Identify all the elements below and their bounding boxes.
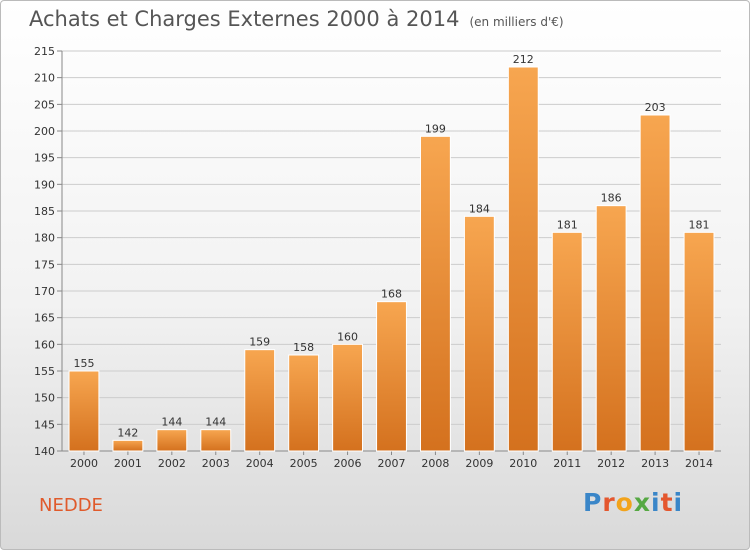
- bars: [68, 66, 715, 452]
- value-label-2000: 155: [73, 357, 94, 370]
- value-label-2014: 181: [689, 218, 710, 231]
- y-tick-label: 160: [34, 338, 55, 351]
- value-label-2012: 186: [601, 192, 622, 205]
- y-tick-label: 185: [34, 205, 55, 218]
- value-label-2011: 181: [557, 218, 578, 231]
- value-label-2009: 184: [469, 202, 490, 215]
- y-tick-label: 210: [34, 72, 55, 85]
- x-tick-label-2003: 2003: [202, 457, 230, 470]
- x-tick-label-2007: 2007: [378, 457, 406, 470]
- bar-2000: [68, 370, 100, 452]
- y-tick-label: 195: [34, 152, 55, 165]
- value-label-2013: 203: [645, 101, 666, 114]
- chart-title: Achats et Charges Externes 2000 à 2014 (e…: [29, 7, 564, 31]
- bar-2010: [507, 66, 539, 452]
- x-tick-label-2001: 2001: [114, 457, 142, 470]
- x-tick-label-2004: 2004: [246, 457, 274, 470]
- value-label-2001: 142: [117, 426, 138, 439]
- bar-2005: [288, 354, 320, 452]
- value-label-2010: 212: [513, 53, 534, 66]
- x-tick-label-2014: 2014: [685, 457, 713, 470]
- x-tick-label-2002: 2002: [158, 457, 186, 470]
- bar-2003: [200, 429, 232, 452]
- value-label-2003: 144: [205, 416, 226, 429]
- chart-title-text: Achats et Charges Externes 2000 à 2014: [29, 7, 460, 31]
- bar-2013: [639, 114, 671, 452]
- x-tick-label-2009: 2009: [465, 457, 493, 470]
- chart-unit: (en milliers d'€): [469, 15, 564, 29]
- y-tick-label: 170: [34, 285, 55, 298]
- proxiti-logo: Proxiti: [583, 488, 684, 517]
- value-label-2002: 144: [161, 416, 182, 429]
- value-label-2006: 160: [337, 330, 358, 343]
- y-tick-label: 155: [34, 365, 55, 378]
- y-tick-label: 150: [34, 392, 55, 405]
- y-tick-label: 215: [34, 45, 55, 58]
- y-tick-label: 145: [34, 418, 55, 431]
- y-tick-label: 180: [34, 232, 55, 245]
- x-tick-label-2013: 2013: [641, 457, 669, 470]
- value-label-2004: 159: [249, 336, 270, 349]
- y-tick-label: 175: [34, 258, 55, 271]
- x-tick-label-2012: 2012: [597, 457, 625, 470]
- bar-2007: [376, 301, 407, 452]
- bar-2011: [551, 231, 583, 452]
- bar-2009: [463, 215, 495, 452]
- bar-2001: [112, 439, 144, 452]
- bar-2008: [419, 135, 451, 452]
- y-tick-label: 190: [34, 178, 55, 191]
- bar-2002: [156, 429, 188, 452]
- y-tick-label: 205: [34, 98, 55, 111]
- y-tick-label: 200: [34, 125, 55, 138]
- value-label-2005: 158: [293, 341, 314, 354]
- bar-2006: [332, 343, 364, 452]
- y-tick-label: 165: [34, 312, 55, 325]
- y-tick-label: 140: [34, 445, 55, 458]
- x-tick-label-2010: 2010: [509, 457, 537, 470]
- x-tick-label-2011: 2011: [553, 457, 581, 470]
- x-tick-label-2000: 2000: [70, 457, 98, 470]
- x-tick-label-2008: 2008: [421, 457, 449, 470]
- value-label-2008: 199: [425, 122, 446, 135]
- labels: 1401451501551601651701751801851901952002…: [34, 45, 713, 470]
- bar-2004: [244, 349, 276, 452]
- bar-2014: [683, 231, 715, 452]
- x-tick-label-2006: 2006: [334, 457, 362, 470]
- bar-2012: [595, 205, 627, 452]
- x-tick-label-2005: 2005: [290, 457, 318, 470]
- value-label-2007: 168: [381, 288, 402, 301]
- commune-name: NEDDE: [39, 495, 103, 516]
